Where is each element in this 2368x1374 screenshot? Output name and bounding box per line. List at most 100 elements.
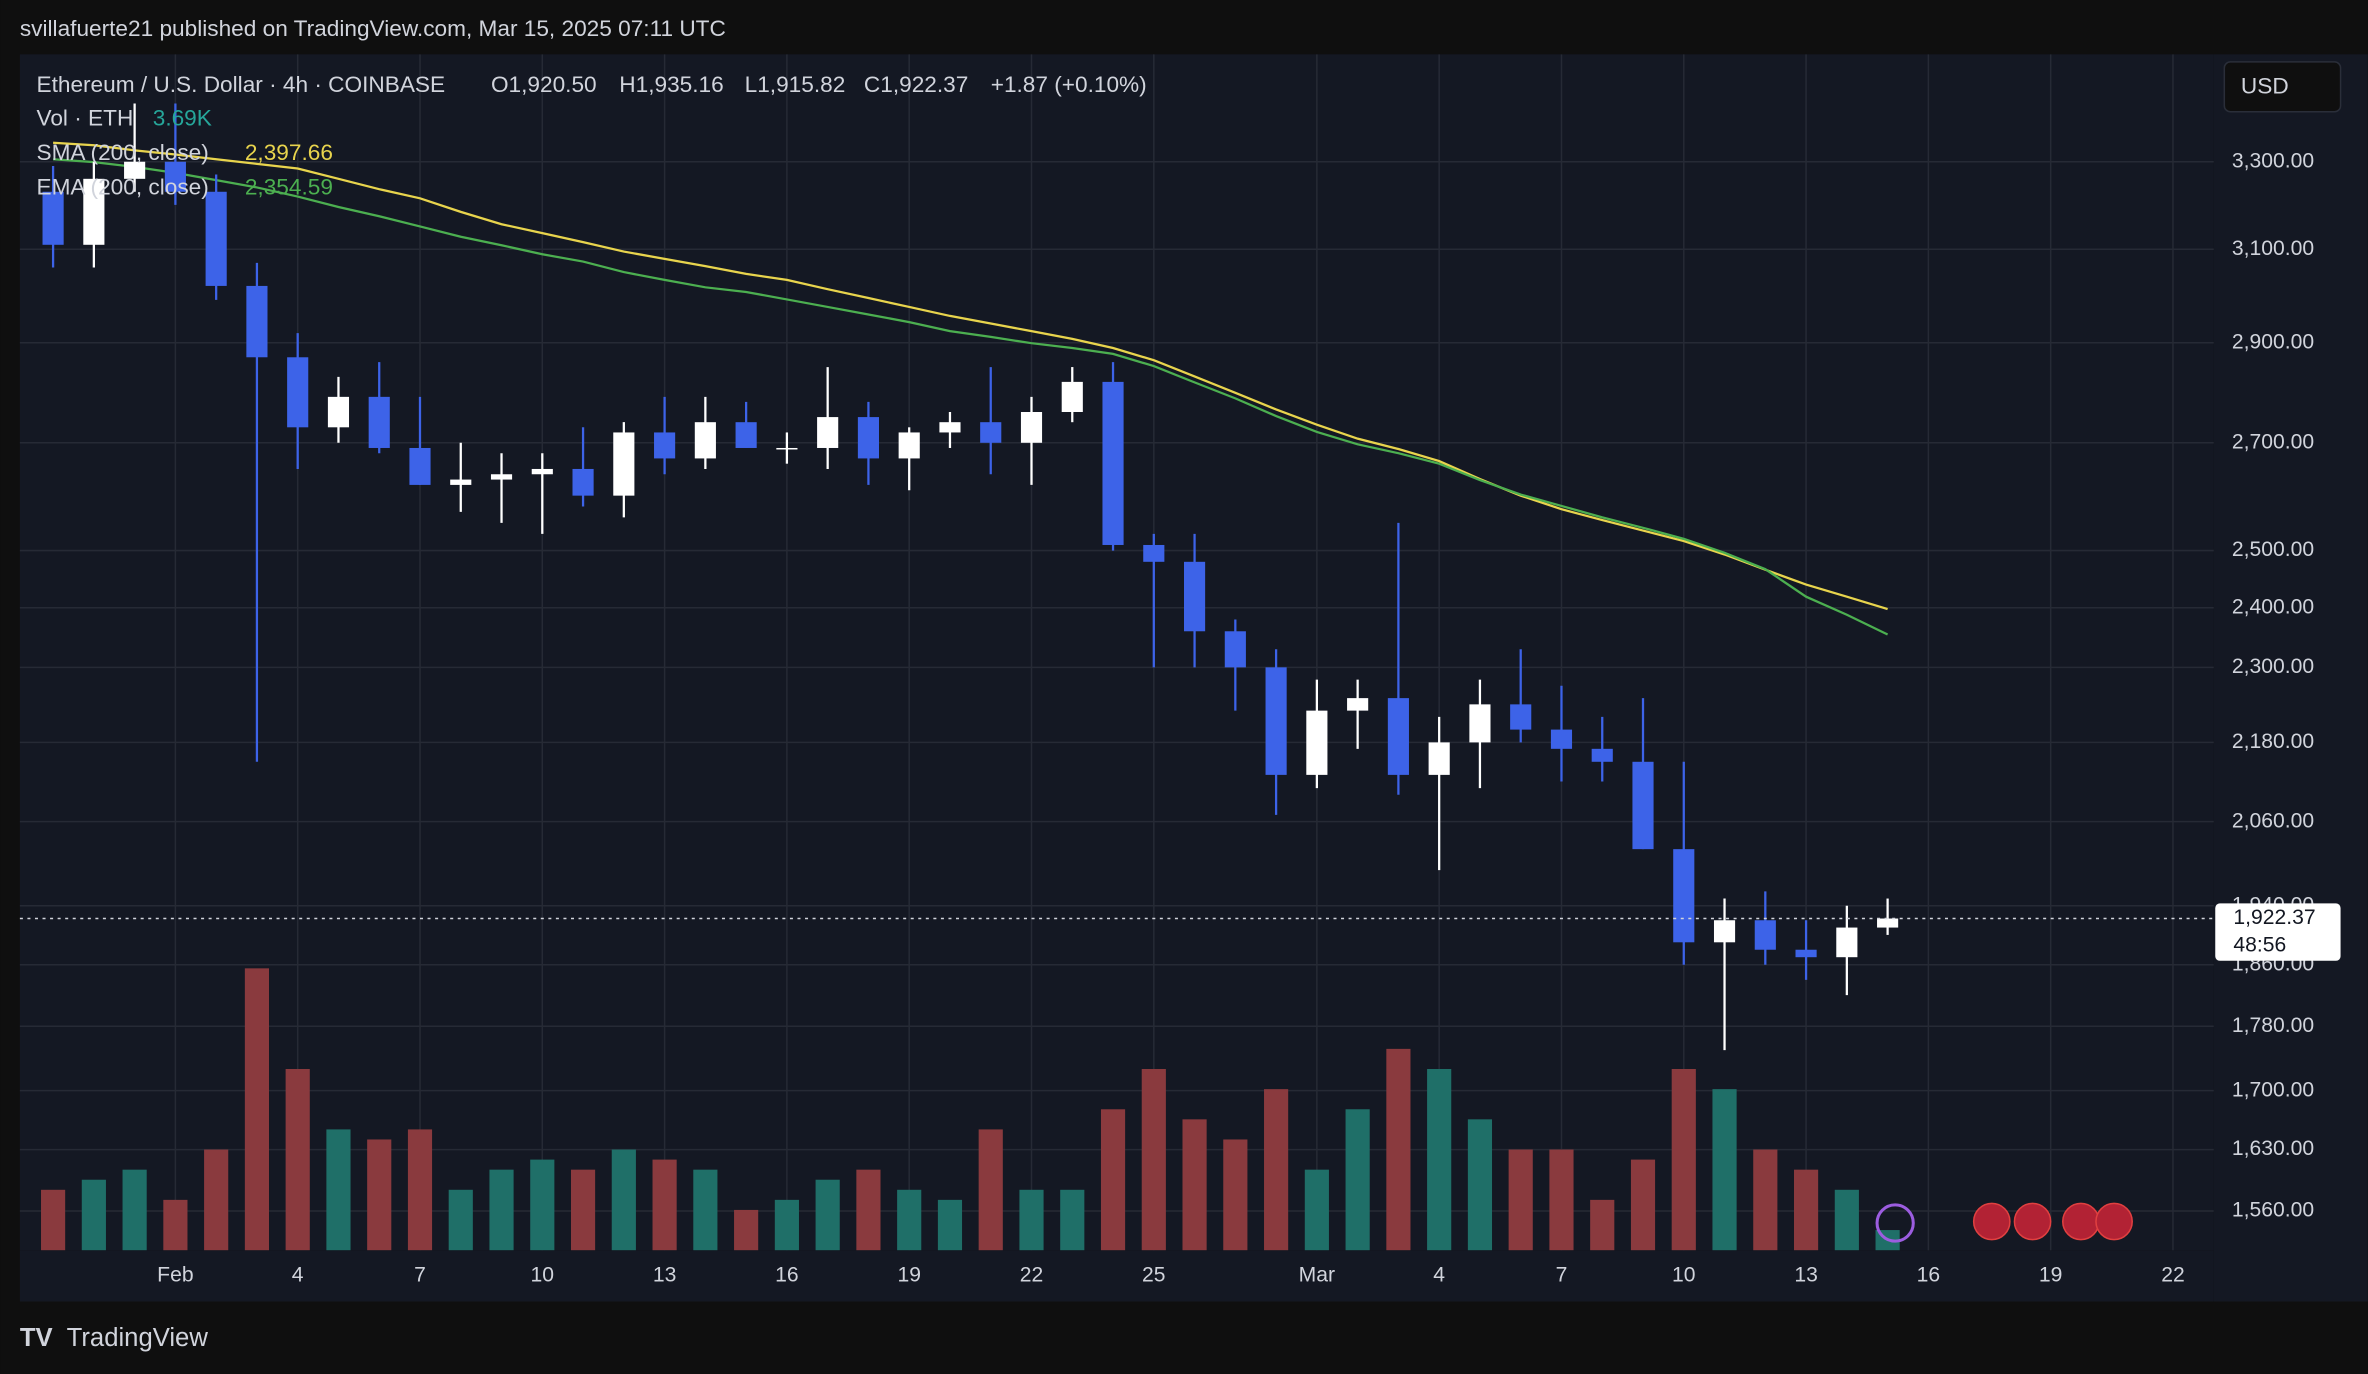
volume-bar: [1834, 1189, 1859, 1251]
volume-bar: [489, 1169, 514, 1251]
x-tick-label: 22: [2161, 1263, 2185, 1286]
event-icons: [1875, 1202, 2133, 1243]
y-tick-label: 2,300.00: [2232, 655, 2314, 678]
candle-body: [572, 468, 594, 496]
candle-body: [857, 417, 880, 459]
y-tick-label: 2,500.00: [2232, 538, 2314, 561]
volume-bar: [530, 1159, 555, 1251]
volume-bar: [367, 1139, 392, 1251]
candle-body: [1387, 698, 1409, 775]
candle-body: [409, 447, 431, 485]
volume-bar: [1549, 1149, 1574, 1251]
x-axis-area: [19, 1250, 2214, 1302]
x-tick-label: 4: [292, 1263, 304, 1286]
candle-body: [368, 396, 390, 448]
candle-body: [613, 432, 635, 496]
currency-label[interactable]: USD: [2241, 74, 2289, 99]
volume-bar: [1427, 1069, 1452, 1251]
candle-body: [1306, 710, 1328, 775]
volume-bar: [204, 1149, 229, 1251]
overlays: [53, 141, 1889, 636]
candle-body: [450, 479, 472, 485]
volume-bar: [1793, 1169, 1819, 1251]
candle-body: [776, 447, 798, 450]
plot-area: [19, 54, 2214, 1251]
candle-body: [1184, 561, 1206, 632]
volume-bar: [978, 1129, 1003, 1251]
volume-bar: [774, 1199, 799, 1251]
price-label-box: [2215, 903, 2341, 961]
y-tick-label: 2,400.00: [2232, 595, 2314, 618]
y-tick-label: 2,700.00: [2232, 430, 2314, 453]
candle-body: [1510, 704, 1532, 730]
x-tick-label: Feb: [157, 1263, 193, 1286]
volume: [41, 968, 1900, 1251]
x-tick-label: 13: [1794, 1263, 1818, 1286]
volume-bar: [1141, 1069, 1166, 1251]
volume-bar: [407, 1129, 433, 1251]
symbol: Ethereum / U.S. Dollar · 4h · COINBASE: [36, 72, 445, 97]
volume-bar: [897, 1189, 922, 1251]
y-tick-label: 2,060.00: [2232, 809, 2314, 832]
volume-bar: [570, 1169, 596, 1251]
icon[interactable]: [2013, 1202, 2052, 1241]
candle-body: [694, 422, 716, 459]
volume-bar: [1508, 1149, 1533, 1251]
volume-bar: [1304, 1169, 1329, 1251]
ohlc-high: H1,935.16: [619, 72, 723, 97]
candle-body: [1632, 761, 1654, 850]
candle-body: [939, 422, 961, 433]
volume-bar: [163, 1199, 188, 1251]
candle-body: [1836, 927, 1858, 958]
x-tick-label: 13: [653, 1263, 677, 1286]
ema-legend: EMA (200, close): [36, 175, 208, 200]
x-tick-label: 10: [531, 1263, 555, 1286]
candle-body: [1265, 667, 1287, 775]
volume-bar: [1753, 1149, 1778, 1251]
sma-legend: SMA (200, close): [36, 140, 208, 165]
sma-value: 2,397.66: [245, 140, 333, 165]
volume-bar: [1590, 1199, 1615, 1251]
candle-body: [898, 432, 920, 459]
candle-body: [735, 422, 757, 448]
volume-bar: [1630, 1159, 1656, 1251]
x-tick-label: 7: [414, 1263, 426, 1286]
currency-button[interactable]: [2223, 61, 2342, 113]
icon[interactable]: [1875, 1203, 1915, 1243]
volume-bar: [1712, 1089, 1737, 1251]
candle-body: [1713, 920, 1736, 943]
y-tick-label: 2,900.00: [2232, 330, 2314, 353]
x-tick-label: 10: [1672, 1263, 1696, 1286]
icon[interactable]: [1972, 1202, 2011, 1241]
volume-bar: [244, 968, 270, 1251]
candle-body: [1347, 698, 1369, 711]
ohlc-close: C1,922.37: [864, 72, 968, 97]
volume-value: 3.69K: [153, 105, 212, 130]
volume-bar: [122, 1169, 147, 1251]
price-label: 1,922.37: [2233, 906, 2315, 929]
x-tick-label: 19: [897, 1263, 920, 1286]
volume-bar: [1223, 1139, 1248, 1251]
candles: [42, 103, 1899, 1051]
x-tick-label: 19: [2039, 1263, 2063, 1286]
icon[interactable]: [2095, 1202, 2133, 1241]
candle-body: [654, 432, 676, 459]
y-tick-label: 3,100.00: [2232, 237, 2314, 260]
candle-body: [205, 191, 227, 286]
volume-bar: [652, 1159, 677, 1251]
volume-bar: [448, 1189, 473, 1251]
ema-value: 2,354.59: [245, 175, 333, 200]
candle-body: [83, 178, 105, 245]
x-tick-label: 16: [775, 1263, 799, 1286]
volume-bar: [41, 1189, 66, 1251]
volume-bar: [1671, 1069, 1696, 1251]
volume-bar: [1386, 1048, 1411, 1251]
candle-body: [1795, 949, 1817, 958]
y-tick-label: 3,300.00: [2232, 149, 2314, 172]
icon[interactable]: [2062, 1202, 2100, 1241]
publisher: svillafuerte21 published on TradingView.…: [20, 16, 726, 41]
volume-bar: [81, 1179, 106, 1251]
x-tick-label: Mar: [1299, 1263, 1335, 1286]
